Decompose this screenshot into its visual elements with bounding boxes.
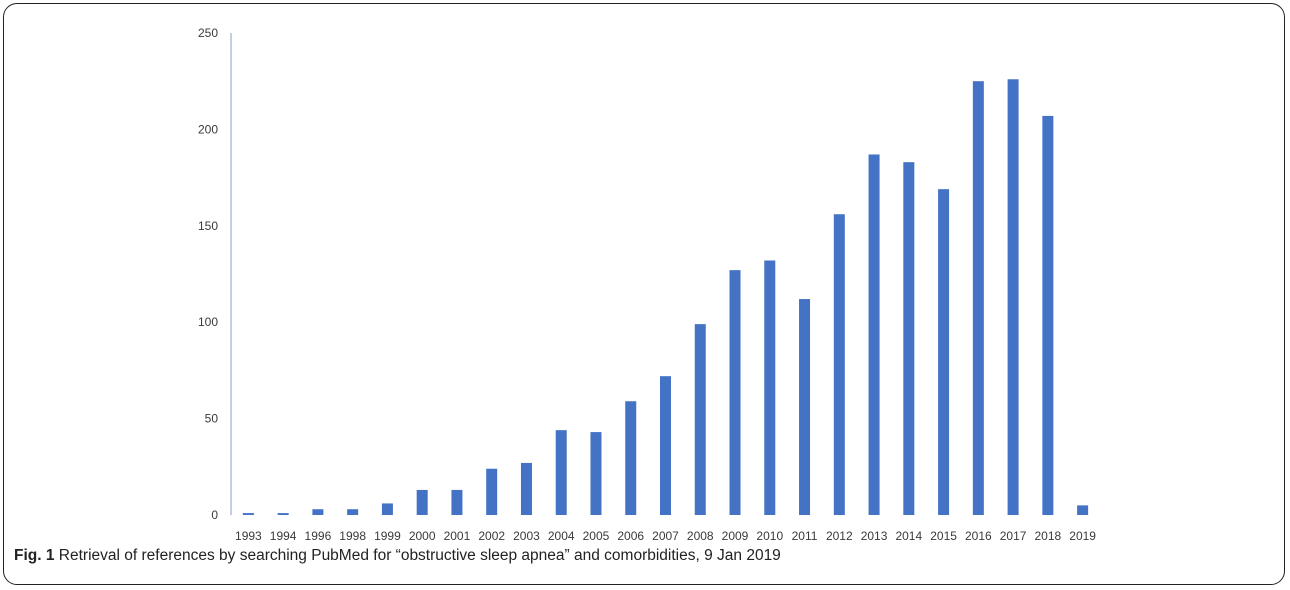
bar-1994: [277, 513, 289, 515]
y-tick-label: 150: [198, 219, 218, 233]
bar-2007: [660, 376, 671, 515]
x-tick-label: 1999: [374, 529, 401, 540]
figure-caption: Fig. 1 Retrieval of references by search…: [14, 547, 781, 565]
x-tick-label: 2001: [444, 529, 471, 540]
figure-caption-text: Retrieval of references by searching Pub…: [58, 547, 781, 564]
x-tick-label: 2016: [965, 529, 992, 540]
x-tick-label: 2018: [1035, 529, 1062, 540]
y-tick-label: 200: [198, 122, 218, 136]
x-tick-label: 2004: [548, 529, 575, 540]
bar-2014: [903, 162, 915, 515]
x-tick-labels: 1993 1994 1996 1998 1999 2000 2001 2002 2003 2004…: [235, 529, 1096, 540]
bar-2019: [1077, 505, 1089, 515]
x-tick-label: 2007: [652, 529, 679, 540]
bar-2001: [451, 489, 463, 515]
figure-label: Fig. 1: [14, 547, 55, 564]
bar-1999: [381, 503, 393, 515]
x-tick-label: 2012: [826, 529, 853, 540]
bar-2011: [799, 299, 811, 515]
x-tick-label: 2014: [895, 529, 922, 540]
bar-2013: [868, 154, 880, 516]
x-tick-label: 2011: [792, 529, 818, 540]
x-tick-label: 2003: [513, 529, 540, 540]
bar-2018: [1042, 115, 1054, 516]
x-tick-label: 2009: [722, 529, 749, 540]
x-tick-label: 2005: [583, 529, 610, 540]
x-tick-label: 1998: [339, 529, 366, 540]
bar-2003: [520, 462, 532, 515]
y-tick-label: 0: [211, 508, 218, 522]
bars: [242, 79, 1089, 516]
x-tick-label: 2015: [930, 529, 957, 540]
bar-2017: [1007, 79, 1019, 515]
x-tick-label: 2000: [409, 529, 436, 540]
y-tick-label: 250: [198, 26, 218, 40]
bar-2016: [972, 81, 984, 515]
x-tick-label: 2008: [687, 529, 714, 540]
bar-2009: [729, 270, 741, 515]
y-tick-label: 50: [205, 412, 219, 426]
x-tick-label: 2002: [478, 529, 505, 540]
bar-2002: [486, 468, 498, 515]
x-tick-label: 1994: [270, 529, 297, 540]
figure-frame: [3, 3, 1285, 585]
x-tick-label: 2006: [617, 529, 644, 540]
x-tick-label: 2013: [861, 529, 888, 540]
x-tick-label: 2010: [756, 529, 783, 540]
bar-2005: [590, 432, 602, 515]
bar-2000: [416, 489, 428, 515]
y-tick-labels: 0 50 100 150 200 250: [198, 26, 218, 522]
bar-2015: [938, 189, 950, 515]
bar-2012: [833, 214, 845, 515]
x-tick-label: 1993: [235, 529, 262, 540]
bar-1993: [242, 513, 254, 515]
x-tick-label: 2019: [1069, 529, 1096, 540]
bar-2010: [764, 260, 776, 515]
bar-2004: [555, 430, 567, 515]
y-tick-label: 100: [198, 315, 218, 329]
bar-1996: [312, 509, 324, 515]
bar-2006: [625, 401, 637, 515]
bar-chart: 0 50 100 150 200 250 1993 1994 1996 1998 1999 2000…: [198, 26, 1096, 540]
x-tick-label: 1996: [305, 529, 332, 540]
bar-2008: [694, 324, 706, 515]
bar-1998: [347, 509, 359, 515]
x-tick-label: 2017: [1000, 529, 1027, 540]
